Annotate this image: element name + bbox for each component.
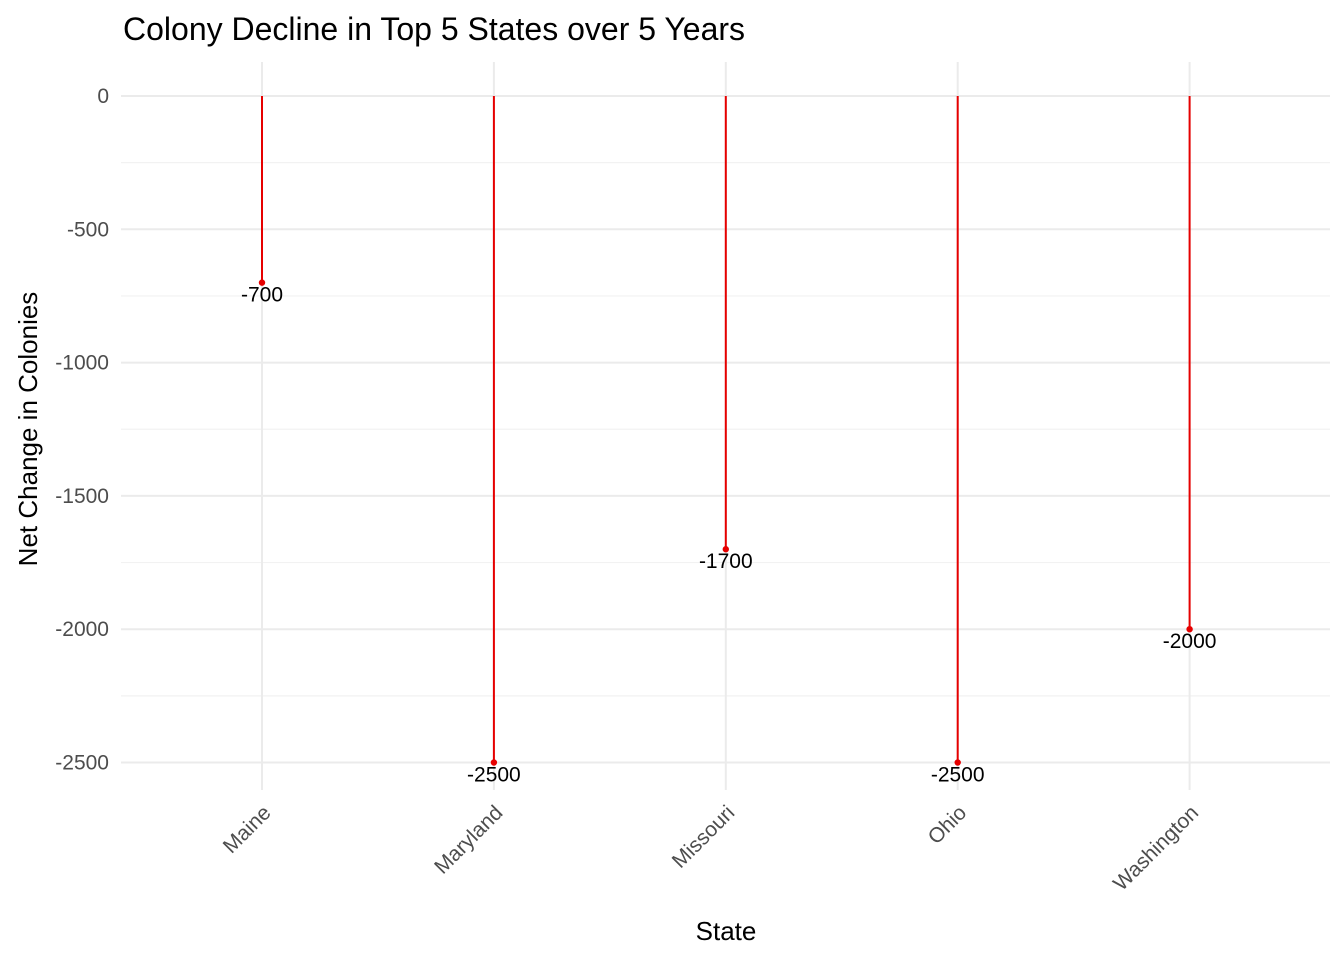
x-tick-label: Ohio: [924, 801, 972, 849]
marks: -700 -2500 -1700 -2500 -2000: [241, 96, 1216, 787]
x-axis-title: State: [696, 916, 757, 946]
chart-title: Colony Decline in Top 5 States over 5 Ye…: [123, 11, 745, 47]
y-tick-label: -2500: [55, 752, 109, 775]
data-label: -2000: [1163, 630, 1217, 653]
x-tick-label: Maryland: [430, 801, 507, 878]
data-label: -2500: [467, 764, 521, 787]
lollipop-point: [722, 546, 729, 553]
x-tick-label: Maine: [219, 801, 276, 858]
x-tick-labels: Maine Maryland Missouri Ohio Washington: [219, 801, 1203, 895]
y-tick-labels: 0 -500 -1000 -1500 -2000 -2500: [55, 85, 109, 775]
x-tick-label: Washington: [1109, 801, 1203, 895]
y-tick-label: -2000: [55, 618, 109, 641]
y-tick-label: 0: [97, 85, 109, 108]
y-tick-label: -1000: [55, 352, 109, 375]
x-tick-label: Missouri: [668, 801, 740, 873]
data-label: -1700: [699, 550, 753, 573]
lollipop-point: [258, 279, 266, 286]
lollipop-point: [954, 759, 961, 766]
lollipop-point: [490, 759, 498, 766]
y-tick-label: -1500: [55, 485, 109, 508]
y-tick-label: -500: [67, 218, 109, 241]
lollipop-point: [1186, 626, 1193, 633]
data-label: -2500: [931, 764, 985, 787]
y-axis-title: Net Change in Colonies: [13, 292, 43, 567]
data-label: -700: [241, 284, 283, 307]
